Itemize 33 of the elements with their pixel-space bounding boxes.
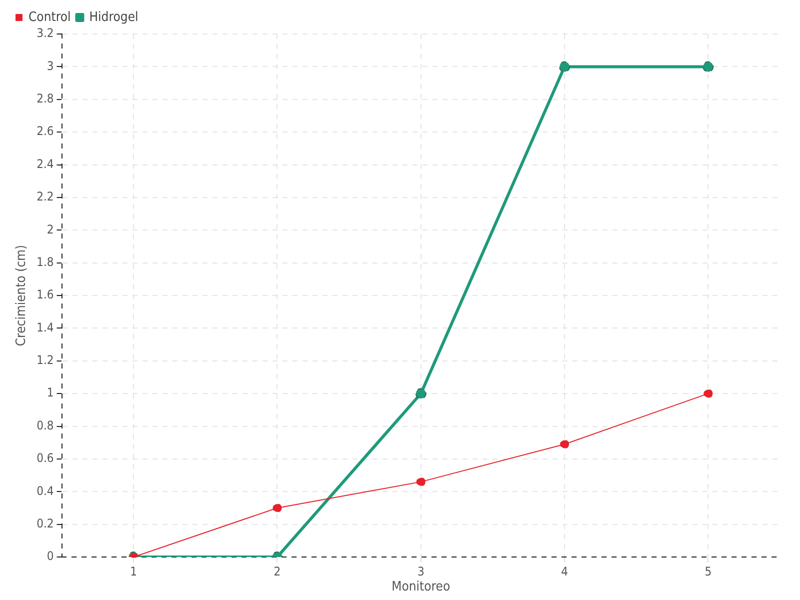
x-tick-label: 5 — [704, 564, 712, 578]
legend-label: Control — [28, 10, 71, 25]
y-tick-label: 2.2 — [36, 190, 54, 204]
x-axis-title: Monitoreo — [392, 580, 450, 595]
point — [560, 440, 570, 449]
y-tick-label: 1.6 — [36, 288, 54, 302]
y-tick-label: 2.4 — [36, 156, 54, 171]
y-axis-title: Crecimiento (cm) — [14, 244, 30, 346]
y-tick-label: 1.2 — [36, 353, 54, 367]
point — [272, 503, 282, 512]
y-tick-label: 2.8 — [36, 92, 54, 106]
point — [702, 61, 714, 72]
x-tick-label: 2 — [274, 564, 281, 578]
y-tick-label: 0 — [46, 549, 54, 564]
y-tick-label: 1 — [46, 386, 54, 400]
y-tick-label: 3 — [46, 58, 54, 73]
point — [416, 477, 426, 486]
x-tick-label: 3 — [417, 564, 424, 578]
x-tick-label: 1 — [130, 564, 138, 578]
point — [415, 388, 426, 400]
y-tick-label: 0.4 — [36, 484, 54, 498]
y-tick-label: 0.2 — [36, 516, 54, 530]
y-tick-label: 1.4 — [36, 320, 54, 334]
point — [559, 61, 570, 72]
y-tick-label: 2.6 — [36, 124, 54, 138]
y-tick-label: 0.8 — [36, 418, 54, 432]
y-tick-label: 2 — [46, 222, 54, 236]
y-tick-label: 3.2 — [36, 26, 54, 40]
y-tick-label: 0.6 — [36, 451, 54, 466]
point — [704, 389, 713, 398]
x-tick-label: 4 — [561, 564, 568, 578]
legend-label: Hidrogel — [89, 10, 138, 25]
y-tick-label: 1.8 — [36, 254, 54, 269]
